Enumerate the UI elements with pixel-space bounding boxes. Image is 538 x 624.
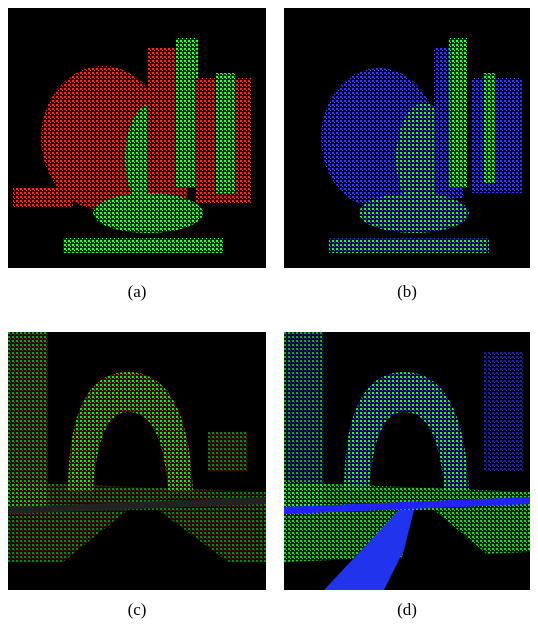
panel-a-image	[8, 8, 266, 268]
caption: (b)	[377, 282, 437, 302]
figure: (a) (b) (c) (d)	[0, 0, 538, 624]
caption: (a)	[107, 282, 167, 302]
panel-b-image	[284, 8, 530, 268]
figure-images	[0, 0, 538, 624]
caption: (d)	[377, 600, 437, 620]
caption: (c)	[107, 600, 167, 620]
panel-d-image	[284, 332, 530, 590]
panel-c-image	[8, 332, 266, 590]
